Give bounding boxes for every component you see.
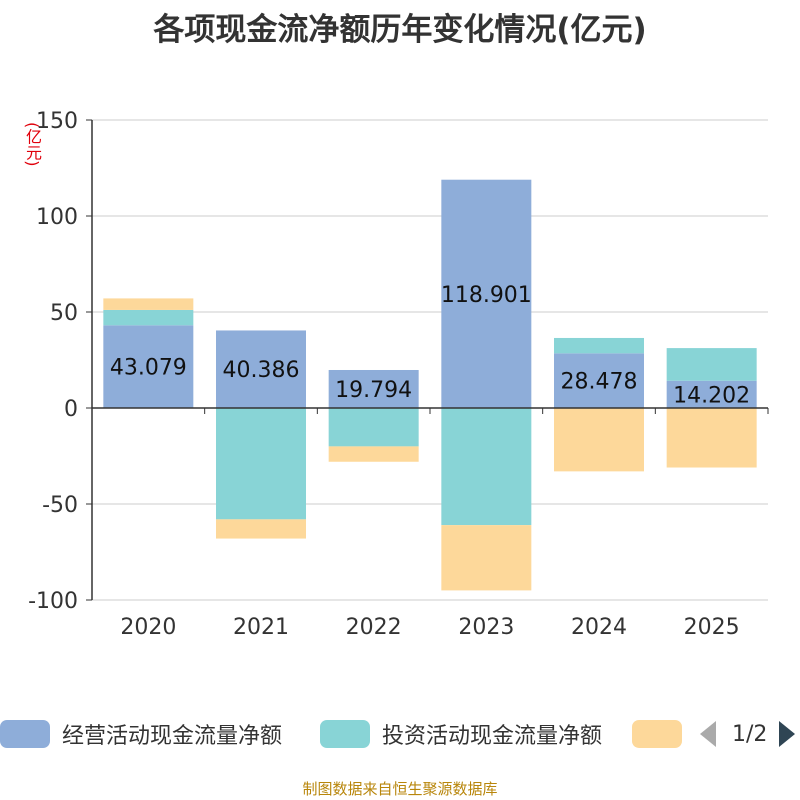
bar-2022-series-2 [328, 446, 419, 462]
bar-2021-series-2 [216, 519, 306, 539]
bar-2023-series-0 [441, 179, 532, 408]
legend-prev-arrow-icon[interactable] [700, 721, 716, 747]
x-tick-label-2024: 2024 [571, 615, 627, 640]
bar-2022-series-1 [328, 408, 419, 447]
bar-2025-series-1 [666, 348, 757, 381]
y-tick-label: -50 [42, 493, 78, 518]
x-tick-label-2021: 2021 [233, 615, 289, 640]
data-label-2025: 14.202 [673, 383, 750, 408]
bar-2024-series-0 [554, 353, 644, 408]
x-tick-label-2020: 2020 [120, 615, 176, 640]
bar-2020-series-0 [103, 325, 194, 408]
data-label-2022: 19.794 [335, 378, 412, 403]
y-tick-label: 0 [64, 397, 78, 422]
legend: 经营活动现金流量净额 投资活动现金流量净额 1/2 [0, 716, 800, 752]
y-axis-unit: (亿元) [23, 122, 42, 167]
y-tick-label: 100 [36, 205, 78, 230]
legend-page-indicator: 1/2 [732, 721, 768, 747]
legend-item-financing[interactable] [632, 716, 694, 752]
legend-swatch-investing [320, 720, 370, 748]
y-tick-label: 150 [36, 109, 78, 134]
legend-swatch-operating [0, 720, 50, 748]
x-tick-label-2022: 2022 [346, 615, 402, 640]
x-tick-label-2025: 2025 [684, 615, 740, 640]
data-label-2020: 43.079 [110, 356, 187, 381]
data-label-2024: 28.478 [561, 370, 638, 395]
legend-label-operating: 经营活动现金流量净额 [62, 724, 283, 749]
bar-2023-series-1 [441, 408, 532, 526]
legend-item-operating[interactable]: 经营活动现金流量净额 [0, 716, 282, 752]
legend-item-investing[interactable]: 投资活动现金流量净额 [320, 716, 602, 752]
bar-2023-series-2 [441, 525, 532, 591]
chart-title: 各项现金流净额历年变化情况(亿元) [153, 12, 647, 48]
legend-pager: 1/2 [700, 716, 796, 752]
legend-next-arrow-icon[interactable] [779, 721, 796, 747]
y-tick-label: -100 [28, 589, 78, 614]
bar-2025-series-0 [666, 380, 757, 408]
bar-2024-series-1 [554, 337, 644, 354]
bar-2024-series-2 [554, 408, 644, 472]
bar-2021-series-1 [216, 408, 306, 520]
source-footer: 制图数据来自恒生聚源数据库 [302, 780, 498, 798]
x-tick-label-2023: 2023 [458, 615, 514, 640]
legend-label-investing: 投资活动现金流量净额 [382, 724, 603, 749]
legend-swatch-financing [632, 720, 682, 748]
bar-2020-series-2 [103, 298, 194, 310]
bar-2025-series-2 [666, 408, 757, 468]
bar-2021-series-0 [216, 330, 306, 408]
bar-2020-series-1 [103, 309, 194, 326]
bar-2022-series-0 [328, 369, 419, 408]
chart-plot: -100 -50 0 50 100 150 43.079 40.386 19.794 118.90… [28, 109, 769, 640]
y-tick-label: 50 [50, 301, 78, 326]
data-label-2023: 118.901 [441, 283, 532, 308]
data-label-2021: 40.386 [223, 358, 300, 383]
